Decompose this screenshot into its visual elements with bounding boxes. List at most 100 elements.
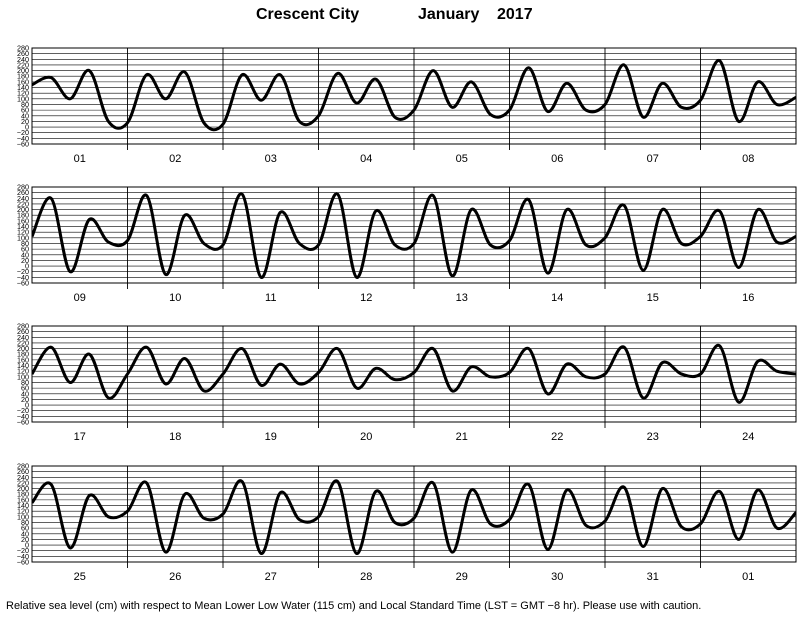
y-tick-label: 40 (21, 389, 29, 398)
day-label: 06 (551, 153, 563, 165)
day-label: 14 (551, 292, 563, 304)
y-tick-label: 40 (21, 529, 29, 538)
y-tick-label: −40 (17, 273, 29, 282)
title-place: Crescent City (256, 6, 360, 23)
y-tick-label: 20 (21, 395, 29, 404)
y-tick-label: 280 (17, 462, 29, 471)
y-tick-label: 180 (17, 72, 29, 81)
day-label: 03 (265, 153, 277, 165)
day-label: 01 (74, 153, 86, 165)
chart-title: Crescent City January 2017 (0, 2, 800, 28)
chart-caption: Relative sea level (cm) with respect to … (6, 600, 702, 612)
y-tick-label: −20 (17, 267, 29, 276)
y-tick-label: 0 (25, 123, 29, 132)
y-tick-label: 100 (17, 94, 29, 103)
day-label: 28 (360, 571, 372, 583)
y-tick-label: 80 (21, 518, 29, 527)
day-label: 11 (265, 292, 276, 304)
tide-series-line (32, 59, 796, 132)
title-year: 2017 (497, 6, 533, 23)
y-tick-label: 260 (17, 467, 29, 476)
day-label: 26 (169, 571, 181, 583)
y-tick-label: −60 (17, 279, 29, 288)
day-label: 05 (456, 153, 468, 165)
y-tick-label: 20 (21, 535, 29, 544)
y-tick-label: 160 (17, 77, 29, 86)
y-tick-label: 280 (17, 44, 29, 53)
y-tick-label: 280 (17, 183, 29, 192)
y-tick-label: 80 (21, 239, 29, 248)
day-label: 15 (647, 292, 659, 304)
day-label: 12 (360, 292, 372, 304)
tide-series-line (32, 192, 796, 279)
y-tick-label: 60 (21, 106, 29, 115)
y-tick-label: 160 (17, 355, 29, 364)
y-tick-label: 0 (25, 541, 29, 550)
y-tick-label: 120 (17, 367, 29, 376)
y-tick-label: 240 (17, 194, 29, 203)
y-tick-label: 0 (25, 401, 29, 410)
y-tick-label: 180 (17, 350, 29, 359)
y-tick-label: 100 (17, 233, 29, 242)
y-tick-label: 220 (17, 60, 29, 69)
y-tick-label: 100 (17, 372, 29, 381)
y-tick-label: 220 (17, 338, 29, 347)
y-tick-label: 260 (17, 188, 29, 197)
y-tick-label: 60 (21, 384, 29, 393)
day-label: 19 (265, 431, 277, 443)
day-label: 16 (742, 292, 754, 304)
y-tick-label: 80 (21, 378, 29, 387)
y-tick-label: 200 (17, 344, 29, 353)
y-tick-label: 180 (17, 211, 29, 220)
y-tick-label: 260 (17, 327, 29, 336)
y-tick-label: −20 (17, 128, 29, 137)
y-tick-label: 40 (21, 111, 29, 120)
title-month: January (418, 6, 480, 23)
y-tick-label: 140 (17, 222, 29, 231)
day-label: 23 (647, 431, 659, 443)
day-label: 10 (169, 292, 181, 304)
y-tick-label: 240 (17, 55, 29, 64)
y-tick-label: −60 (17, 140, 29, 149)
y-tick-label: 180 (17, 490, 29, 499)
y-tick-label: 140 (17, 501, 29, 510)
day-label: 13 (456, 292, 468, 304)
day-label: 21 (456, 431, 468, 443)
y-tick-label: 260 (17, 49, 29, 58)
day-label: 02 (169, 153, 181, 165)
y-tick-label: 240 (17, 333, 29, 342)
tide-series-line (32, 343, 796, 404)
day-label: 18 (169, 431, 181, 443)
y-tick-label: 160 (17, 495, 29, 504)
y-tick-label: −20 (17, 546, 29, 555)
y-tick-label: −40 (17, 552, 29, 561)
y-tick-label: 120 (17, 228, 29, 237)
y-tick-label: 100 (17, 512, 29, 521)
day-label: 29 (456, 571, 468, 583)
day-label: 09 (74, 292, 86, 304)
y-tick-label: 120 (17, 507, 29, 516)
y-tick-label: 200 (17, 205, 29, 214)
y-tick-label: 200 (17, 66, 29, 75)
y-tick-label: −60 (17, 558, 29, 567)
y-tick-label: 40 (21, 250, 29, 259)
y-tick-label: −20 (17, 406, 29, 415)
day-label: 31 (647, 571, 659, 583)
day-label: 27 (265, 571, 277, 583)
y-tick-label: 220 (17, 199, 29, 208)
y-tick-label: 140 (17, 83, 29, 92)
day-label: 17 (74, 431, 86, 443)
y-tick-label: 80 (21, 100, 29, 109)
y-tick-label: −60 (17, 418, 29, 427)
day-label: 07 (647, 153, 659, 165)
y-tick-label: −40 (17, 134, 29, 143)
y-tick-label: 60 (21, 524, 29, 533)
y-tick-label: 20 (21, 256, 29, 265)
day-label: 20 (360, 431, 372, 443)
y-tick-label: 0 (25, 262, 29, 271)
day-label: 22 (551, 431, 563, 443)
y-tick-label: 220 (17, 478, 29, 487)
day-label: 04 (360, 153, 372, 165)
day-label: 08 (742, 153, 754, 165)
